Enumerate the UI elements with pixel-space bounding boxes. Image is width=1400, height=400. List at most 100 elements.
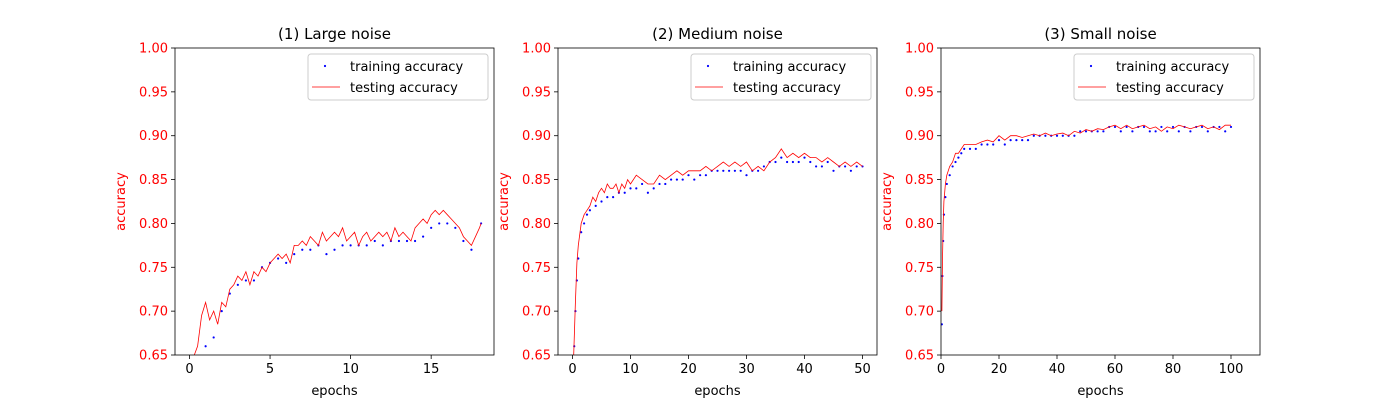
- legend-marker-training: [1089, 64, 1093, 68]
- data-point: [704, 174, 708, 177]
- data-point: [1166, 130, 1169, 133]
- x-tick-label: 100: [1219, 362, 1244, 377]
- y-axis-label: accuracy: [114, 172, 129, 231]
- data-point: [1160, 125, 1163, 129]
- data-point: [623, 191, 626, 194]
- x-axis-label: epochs: [1077, 384, 1124, 399]
- data-point: [583, 222, 586, 225]
- data-point: [422, 235, 425, 238]
- series-training-points: [941, 125, 1233, 326]
- legend-box: [307, 53, 489, 101]
- y-tick-label: 0.95: [905, 85, 934, 100]
- x-axis-label: epochs: [694, 384, 741, 399]
- data-point: [675, 178, 679, 181]
- y-tick-label: 0.65: [522, 349, 551, 364]
- series-testing-line: [941, 124, 1231, 312]
- data-point: [220, 310, 223, 313]
- data-point: [716, 169, 719, 172]
- data-point: [739, 169, 742, 172]
- data-point: [963, 147, 966, 150]
- data-point: [373, 239, 376, 243]
- data-point: [849, 169, 853, 172]
- data-point: [687, 174, 690, 177]
- data-point: [1142, 125, 1146, 129]
- y-tick-label: 0.85: [522, 173, 551, 188]
- chart-panel-2: (2) Medium noise 0 10 20 30 40 50 0.65 0.70 0.75 0…: [497, 25, 878, 399]
- data-point: [244, 279, 247, 282]
- data-point: [349, 244, 352, 247]
- x-tick-label: 0: [937, 362, 945, 377]
- data-point: [325, 253, 328, 256]
- data-point: [1073, 134, 1076, 137]
- data-point: [809, 160, 812, 164]
- data-point: [629, 187, 632, 190]
- legend-label-training: training accuracy: [733, 60, 846, 75]
- data-point: [1229, 125, 1233, 129]
- data-point: [1032, 134, 1035, 137]
- data-point: [438, 222, 441, 225]
- data-point: [960, 152, 963, 155]
- data-point: [826, 160, 829, 164]
- series-testing-line: [193, 209, 482, 355]
- data-point: [341, 244, 344, 247]
- y-axis-label: accuracy: [497, 172, 512, 231]
- data-point: [204, 345, 207, 348]
- data-point: [797, 160, 800, 164]
- data-point: [236, 283, 239, 286]
- axes-frame: [557, 47, 878, 356]
- data-point: [664, 182, 667, 186]
- data-point: [945, 182, 948, 186]
- chart-title: (3) Small noise: [1044, 25, 1156, 43]
- y-tick-label: 0.80: [139, 217, 168, 232]
- data-point: [588, 209, 592, 212]
- legend-box: [1073, 53, 1255, 101]
- data-point: [791, 160, 795, 164]
- data-point: [1055, 134, 1059, 137]
- data-point: [212, 336, 215, 339]
- data-point: [1131, 130, 1134, 133]
- legend-label-training: training accuracy: [350, 60, 463, 75]
- data-point: [1079, 130, 1082, 133]
- data-point: [285, 261, 288, 264]
- y-tick-label: 0.95: [139, 85, 168, 100]
- x-tick-label: 10: [622, 362, 639, 377]
- data-point: [405, 239, 409, 243]
- y-tick-label: 0.85: [139, 173, 168, 188]
- data-point: [462, 239, 465, 243]
- data-point: [641, 182, 644, 186]
- data-point: [1177, 130, 1180, 133]
- y-axis-label: accuracy: [880, 172, 895, 231]
- x-tick-label: 20: [680, 362, 697, 377]
- data-point: [957, 156, 960, 159]
- data-point: [986, 143, 989, 146]
- data-point: [1200, 125, 1204, 129]
- data-point: [803, 156, 806, 159]
- data-point: [381, 244, 384, 247]
- data-point: [1154, 130, 1157, 133]
- data-point: [365, 244, 368, 247]
- data-point: [941, 323, 943, 326]
- data-point: [844, 165, 847, 168]
- data-point: [1003, 143, 1006, 146]
- data-point: [699, 174, 702, 177]
- data-point: [815, 165, 818, 168]
- data-point: [1119, 130, 1122, 133]
- data-point: [301, 248, 304, 251]
- data-point: [277, 257, 280, 260]
- data-point: [293, 253, 296, 256]
- y-tick-label: 0.70: [905, 305, 934, 320]
- y-tick-label: 1.00: [139, 42, 168, 57]
- data-point: [1206, 130, 1209, 133]
- data-point: [1102, 130, 1105, 133]
- legend-box: [690, 53, 872, 101]
- y-tick-label: 1.00: [522, 42, 551, 57]
- data-point: [470, 248, 473, 251]
- data-point: [774, 160, 777, 164]
- data-point: [780, 156, 783, 159]
- data-point: [722, 169, 725, 172]
- data-point: [944, 196, 947, 199]
- data-point: [600, 200, 603, 203]
- data-point: [196, 380, 198, 382]
- data-point: [454, 226, 457, 229]
